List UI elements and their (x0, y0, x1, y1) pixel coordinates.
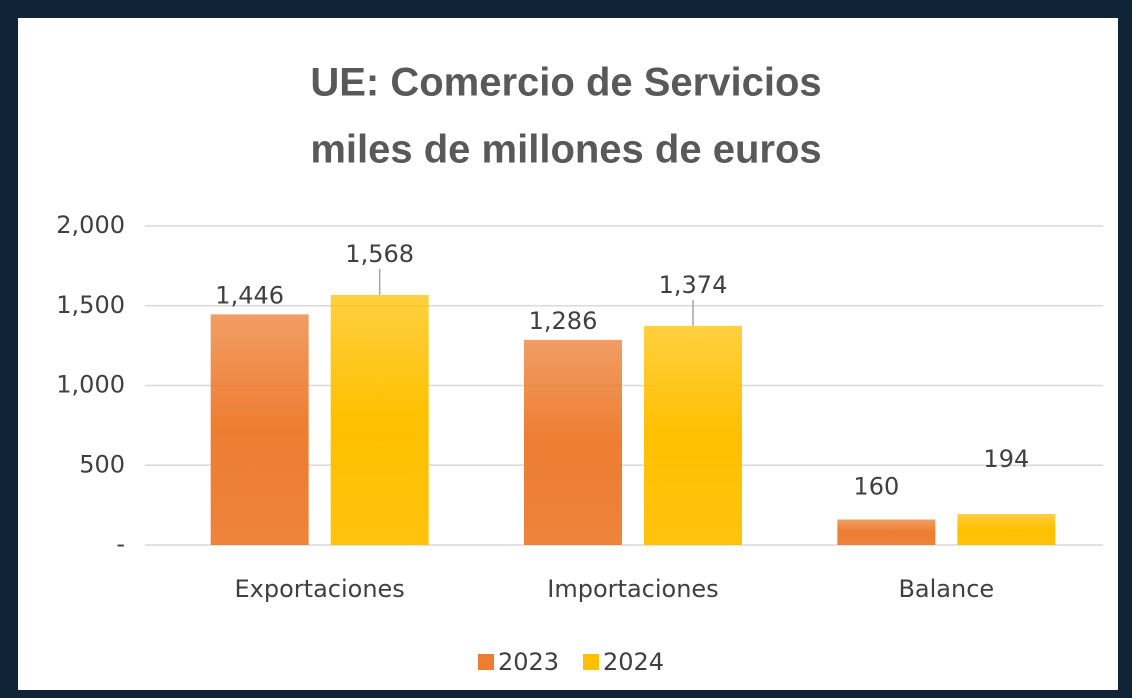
data-label: 1,568 (345, 240, 414, 268)
data-label: 1,286 (529, 307, 598, 335)
bar (644, 325, 742, 545)
y-tick-label: 500 (79, 450, 125, 478)
bar (330, 294, 429, 545)
y-tick-label: 1,000 (56, 371, 125, 399)
x-tick-label: Exportaciones (235, 575, 405, 603)
legend-swatch (478, 654, 494, 670)
bar (210, 314, 309, 545)
x-tick-label: Balance (898, 575, 994, 603)
chart-subtitle: miles de millones de euros (310, 128, 821, 172)
data-label: 160 (853, 472, 899, 500)
legend-label: 2024 (603, 648, 664, 676)
data-label: 194 (983, 445, 1029, 473)
legend-swatch (583, 654, 599, 670)
legend-label: 2023 (498, 648, 559, 676)
bar (837, 519, 936, 545)
chart-title: UE: Comercio de Servicios (310, 61, 821, 105)
data-label: 1,446 (215, 281, 284, 309)
bar (524, 339, 622, 545)
y-tick-label: 1,500 (56, 291, 125, 319)
bar (957, 514, 1056, 545)
y-tick-label: 2,000 (56, 211, 125, 239)
y-tick-label: - (116, 530, 125, 558)
x-tick-label: Importaciones (547, 575, 718, 603)
data-label: 1,374 (659, 271, 728, 299)
